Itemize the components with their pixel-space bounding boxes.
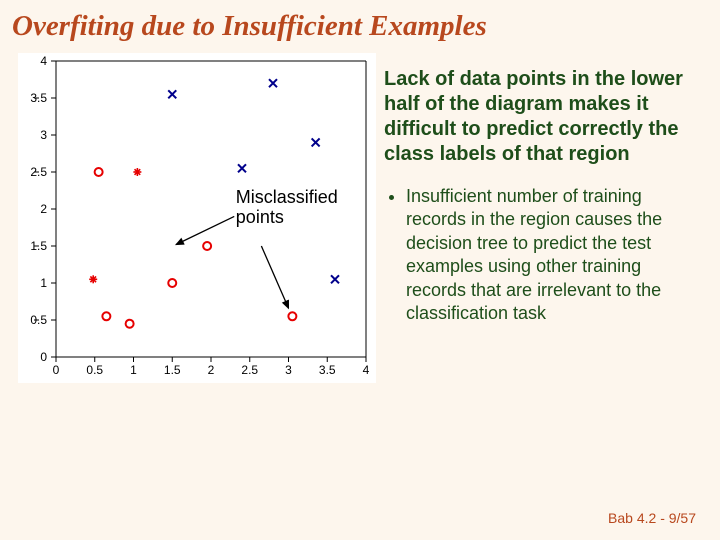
svg-text:0: 0 [53,363,60,377]
svg-text:1: 1 [40,276,47,290]
svg-text:2.5: 2.5 [241,363,258,377]
svg-text:2: 2 [40,202,47,216]
scatter-chart: 00.511.522.533.5400.511.522.533.54 Miscl… [18,53,376,383]
svg-text:1: 1 [130,363,137,377]
svg-text:4: 4 [363,363,370,377]
page-title: Overfiting due to Insufficient Examples [0,0,720,47]
svg-text:4: 4 [40,54,47,68]
svg-text:1.5: 1.5 [164,363,181,377]
chart-annotation: Misclassifiedpoints [236,188,338,228]
content-row: 00.511.522.533.5400.511.522.533.54 Miscl… [0,47,720,383]
svg-text:0.5: 0.5 [86,363,103,377]
svg-text:2: 2 [208,363,215,377]
bullet-list: Insufficient number of training records … [384,185,692,325]
bullet-item: Insufficient number of training records … [406,185,692,325]
svg-text:0: 0 [40,350,47,364]
footer-page-number: Bab 4.2 - 9/57 [608,510,696,526]
svg-text:3.5: 3.5 [319,363,336,377]
svg-text:3: 3 [285,363,292,377]
text-column: Lack of data points in the lower half of… [376,53,702,383]
body-paragraph: Lack of data points in the lower half of… [384,67,692,167]
svg-text:3: 3 [40,128,47,142]
